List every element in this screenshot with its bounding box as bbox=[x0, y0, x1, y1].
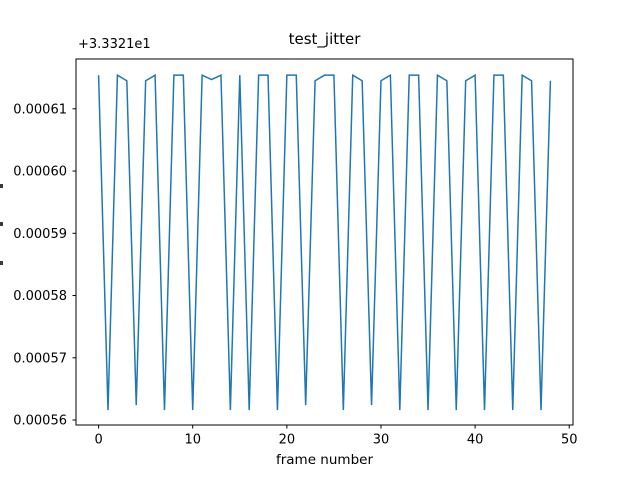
jitter-line-series bbox=[97, 73, 552, 411]
y-tick-label: 0.00057 bbox=[13, 351, 67, 366]
x-tick-label: 0 bbox=[94, 432, 102, 447]
y-tick-label: 0.00061 bbox=[13, 102, 67, 117]
axes-border bbox=[75, 58, 574, 426]
y-tick-label: 0.00056 bbox=[13, 414, 67, 429]
x-tick-label: 50 bbox=[561, 432, 578, 447]
x-axis-label: frame number bbox=[275, 452, 373, 468]
ylabel-clipped-fragment bbox=[0, 184, 3, 188]
y-tick-label: 0.00060 bbox=[13, 165, 67, 180]
y-axis-offset-label: +3.3321e1 bbox=[78, 37, 151, 52]
x-tick-label: 10 bbox=[184, 432, 201, 447]
x-tick-label: 20 bbox=[279, 432, 296, 447]
x-tick-label: 40 bbox=[467, 432, 484, 447]
ylabel-clipped-fragment bbox=[0, 261, 3, 265]
y-tick-label: 0.00058 bbox=[13, 289, 67, 304]
x-tick-label: 30 bbox=[373, 432, 390, 447]
y-tick-label: 0.00059 bbox=[13, 227, 67, 242]
ylabel-clipped-fragment bbox=[0, 222, 3, 226]
chart-title: test_jitter bbox=[288, 30, 361, 48]
